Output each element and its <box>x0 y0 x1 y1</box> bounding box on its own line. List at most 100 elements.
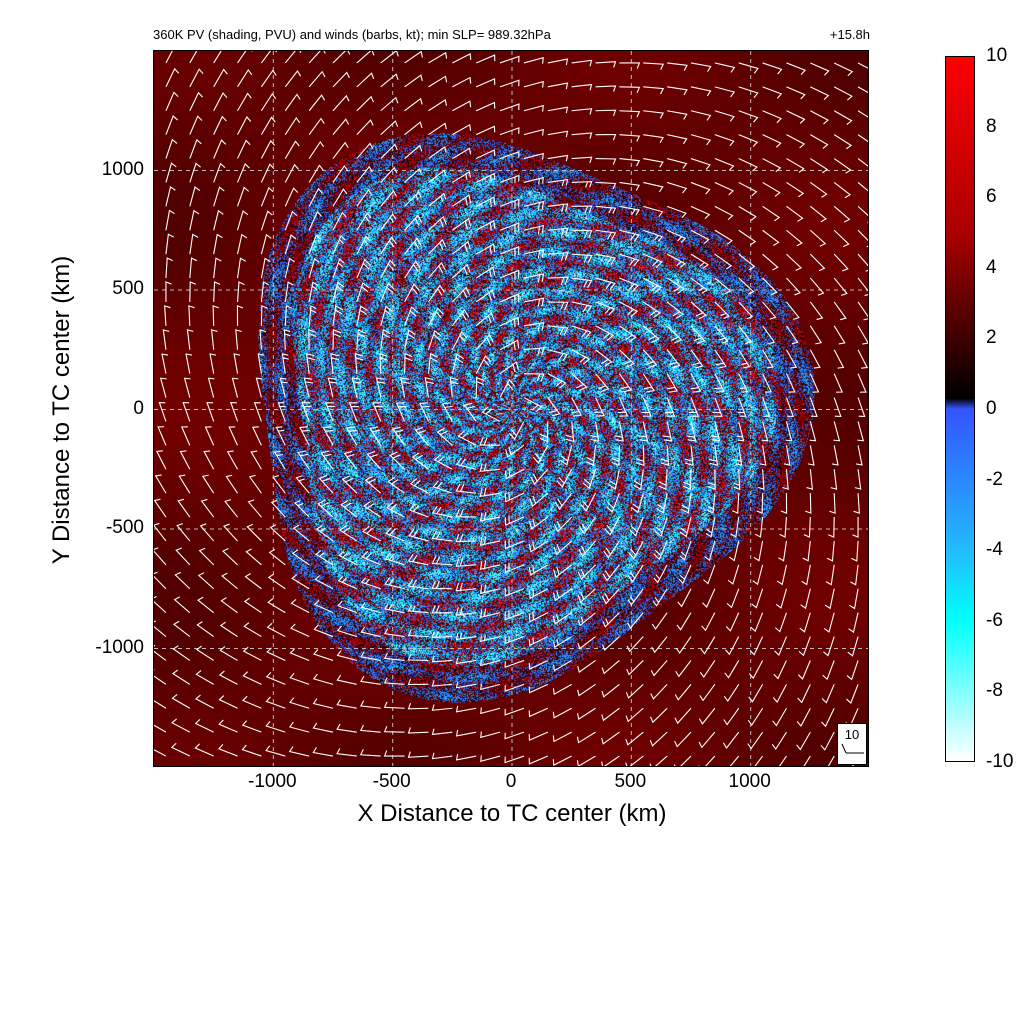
wind-barb <box>499 222 520 233</box>
x-axis-label: X Distance to TC center (km) <box>357 800 667 827</box>
wind-barb <box>738 349 751 369</box>
wind-barb <box>529 492 549 508</box>
wind-barb <box>154 620 167 637</box>
wind-barb <box>284 187 299 207</box>
wind-barb <box>547 82 569 90</box>
wind-barb <box>857 182 868 198</box>
wind-barb <box>847 636 859 657</box>
wind-barb <box>606 492 620 513</box>
wind-barb <box>762 373 772 393</box>
wind-barb <box>392 426 406 446</box>
wind-barb <box>383 652 405 661</box>
wind-barb <box>479 437 501 446</box>
wind-barb <box>356 142 374 159</box>
wind-barb <box>738 181 758 197</box>
wind-barb <box>736 421 745 442</box>
wind-barb <box>571 277 593 288</box>
wind-barb <box>289 672 310 685</box>
wind-barb <box>636 445 645 467</box>
wind-barb <box>619 181 641 191</box>
wind-barb <box>154 596 167 614</box>
wind-barb <box>479 487 501 497</box>
wind-barb <box>809 421 817 442</box>
wind-barb <box>210 329 218 350</box>
wind-barb <box>738 301 754 320</box>
wind-barb <box>690 62 712 72</box>
wind-barb <box>595 229 617 241</box>
wind-barb <box>775 588 787 609</box>
wind-barb <box>571 253 593 263</box>
wind-barb <box>359 724 381 733</box>
wind-barb <box>738 397 747 417</box>
wind-barb <box>292 524 310 542</box>
wind-barb <box>619 253 640 267</box>
wind-barb <box>810 158 829 174</box>
wind-barb <box>619 205 640 216</box>
wind-barb <box>552 755 572 766</box>
wind-barb <box>189 162 201 183</box>
wind-barb <box>809 229 827 247</box>
wind-barb <box>359 749 381 757</box>
wind-barb <box>165 67 180 88</box>
wind-barb <box>504 683 525 692</box>
wind-barb <box>643 134 664 144</box>
wind-barb <box>479 463 501 472</box>
wind-barb <box>619 62 641 69</box>
wind-barb <box>738 325 752 344</box>
wind-barb <box>833 253 849 272</box>
wind-barb <box>674 731 692 748</box>
wind-barb <box>332 305 343 326</box>
wind-barb <box>156 450 167 470</box>
wind-barb <box>455 582 477 592</box>
wind-barb <box>552 659 572 672</box>
wind-barb <box>247 499 262 518</box>
wind-barb <box>380 259 396 279</box>
wind-barb <box>297 450 310 470</box>
wind-barb <box>383 628 405 638</box>
wind-barb <box>154 694 167 709</box>
wind-barb <box>504 468 525 480</box>
wind-barb <box>649 731 668 747</box>
wind-barb <box>762 229 780 246</box>
wind-barb <box>314 575 334 590</box>
wind-barb <box>642 373 655 393</box>
wind-barb <box>625 707 644 723</box>
wind-barb <box>195 694 214 709</box>
wind-barb <box>383 677 405 685</box>
wind-barb <box>528 540 549 553</box>
wind-barb <box>728 540 740 562</box>
wind-barb <box>577 588 596 604</box>
wind-barb <box>341 475 358 494</box>
wind-barb <box>547 227 569 237</box>
wind-barb <box>431 631 453 638</box>
wind-barb <box>508 421 525 441</box>
wind-barb <box>455 509 477 518</box>
wind-barb <box>674 707 692 725</box>
wind-barb <box>260 116 276 135</box>
colorbar <box>945 56 975 762</box>
wind-barb <box>475 354 492 374</box>
plot-overlay <box>154 51 868 766</box>
wind-barb <box>428 238 447 255</box>
wind-barb <box>336 748 357 757</box>
wind-barb <box>189 186 201 207</box>
wind-barb <box>523 152 544 160</box>
wind-barb <box>207 377 215 398</box>
reference-barb-box: 10 <box>837 723 867 765</box>
wind-barb <box>754 755 764 766</box>
wind-barb <box>154 749 167 757</box>
wind-barb <box>595 134 617 141</box>
wind-barb <box>826 540 835 562</box>
wind-barb <box>475 289 495 303</box>
wind-barb <box>852 517 859 538</box>
wind-barb <box>595 205 617 214</box>
wind-barb <box>523 128 544 136</box>
wind-barb <box>833 325 846 345</box>
wind-barb <box>829 493 836 514</box>
wind-barb <box>758 469 765 490</box>
wind-barb <box>601 683 620 698</box>
wind-barb <box>475 172 496 183</box>
wind-barb <box>796 731 811 751</box>
wind-barb <box>455 533 477 543</box>
wind-barb <box>772 707 787 727</box>
